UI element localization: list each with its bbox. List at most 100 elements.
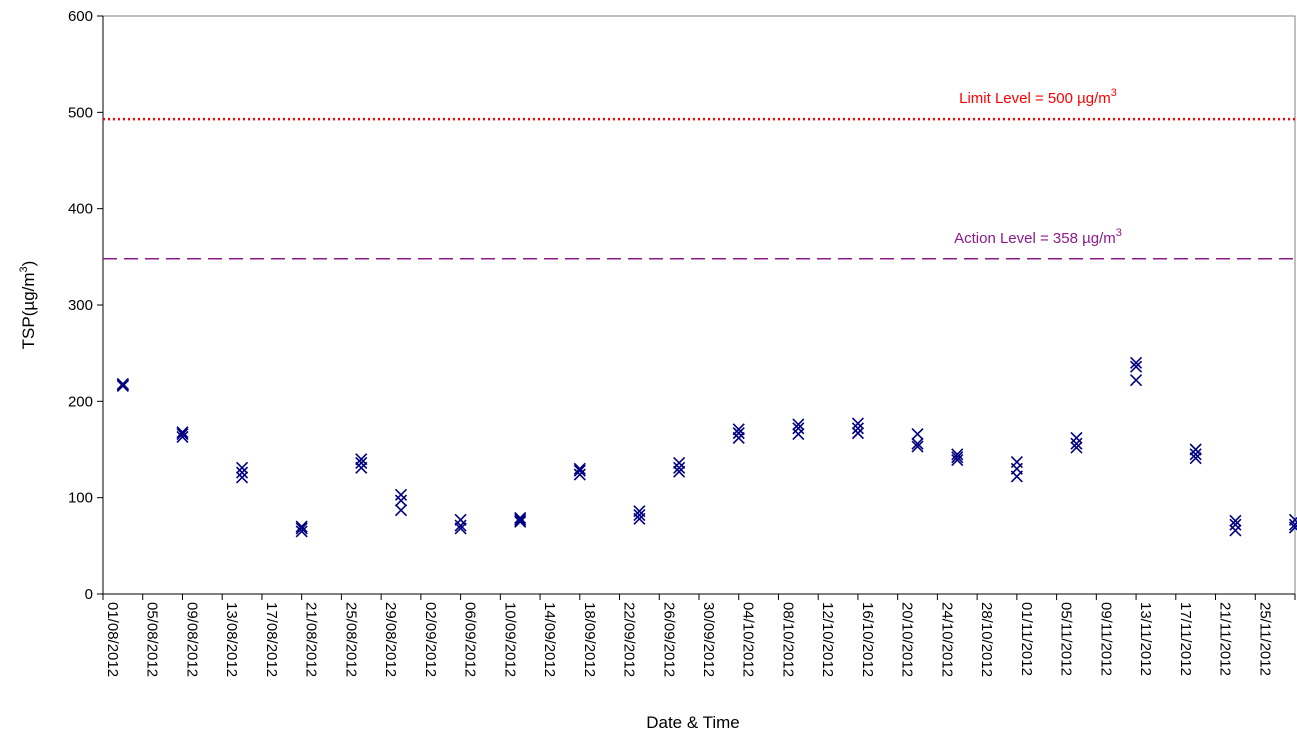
data-point (1229, 514, 1242, 527)
data-point (1288, 518, 1297, 531)
data-point (1288, 513, 1297, 526)
x-tick-label: 05/11/2012 (1058, 602, 1075, 676)
y-axis-title: TSP(µg/m3) (18, 261, 38, 350)
data-point (236, 461, 249, 474)
x-tick-label: 02/09/2012 (422, 602, 439, 677)
x-axis-title: Date & Time (646, 713, 740, 732)
data-point (176, 430, 189, 444)
data-point (176, 428, 189, 441)
data-point (792, 418, 805, 431)
x-tick-label: 09/11/2012 (1097, 602, 1114, 676)
reference-line-label: Action Level = 358 µg/m3 (954, 227, 1122, 247)
x-tick-label: 22/09/2012 (621, 602, 638, 677)
x-tick-label: 01/11/2012 (1018, 602, 1035, 676)
data-point (732, 427, 745, 440)
data-point (951, 448, 964, 461)
x-tick-label: 21/11/2012 (1217, 602, 1234, 676)
data-point (1070, 437, 1083, 450)
data-point (1189, 443, 1202, 456)
data-point (355, 456, 368, 470)
x-tick-label: 17/11/2012 (1177, 602, 1194, 676)
data-point (1189, 452, 1202, 465)
x-tick-label: 21/08/2012 (303, 602, 320, 677)
data-point (355, 453, 368, 466)
data-point (454, 513, 467, 526)
data-point (295, 525, 308, 538)
x-tick-label: 20/10/2012 (899, 602, 916, 677)
data-point (1229, 518, 1242, 531)
data-point (1070, 441, 1083, 454)
data-point (951, 451, 964, 464)
x-tick-label: 12/10/2012 (819, 602, 836, 677)
data-point (732, 423, 745, 436)
data-point (1130, 360, 1143, 373)
data-point (355, 461, 368, 474)
data-point (951, 454, 964, 467)
x-tick-label: 25/08/2012 (342, 602, 359, 677)
data-point (911, 440, 924, 453)
x-tick-label: 16/10/2012 (859, 602, 876, 677)
data-point (1070, 431, 1083, 445)
x-tick-label: 08/10/2012 (779, 602, 796, 677)
data-point (236, 471, 249, 484)
y-tick-label: 600 (68, 8, 93, 25)
data-point (394, 488, 408, 501)
x-tick-label: 30/09/2012 (700, 602, 717, 677)
x-tick-label: 18/09/2012 (581, 602, 598, 677)
y-tick-label: 400 (68, 201, 93, 218)
data-point (673, 461, 686, 474)
data-point (792, 422, 805, 435)
data-point (732, 431, 745, 445)
data-point (911, 437, 924, 450)
x-tick-label: 13/08/2012 (223, 602, 240, 677)
data-point (851, 422, 864, 435)
data-point (176, 426, 189, 439)
data-point (851, 427, 864, 440)
x-tick-label: 09/08/2012 (183, 602, 200, 677)
data-point (1189, 448, 1202, 461)
data-point (514, 515, 527, 528)
data-point (573, 468, 586, 481)
data-point (633, 508, 646, 522)
x-tick-label: 10/09/2012 (501, 602, 518, 677)
x-tick-label: 29/08/2012 (382, 602, 399, 677)
data-point (1130, 356, 1143, 369)
data-point (911, 428, 924, 441)
data-point (1130, 374, 1143, 387)
data-point (851, 417, 864, 430)
x-tick-label: 04/10/2012 (740, 602, 757, 677)
data-point (236, 466, 249, 479)
x-tick-label: 05/08/2012 (144, 602, 161, 677)
y-tick-label: 0 (85, 586, 93, 603)
y-tick-label: 500 (68, 104, 93, 121)
y-tick-label: 200 (68, 393, 93, 410)
data-point (633, 505, 646, 518)
data-point (295, 522, 308, 535)
x-tick-label: 06/09/2012 (462, 602, 479, 677)
data-point (673, 465, 686, 478)
x-tick-label: 13/11/2012 (1137, 602, 1154, 676)
x-tick-label: 25/11/2012 (1256, 602, 1273, 676)
reference-line-label: Limit Level = 500 µg/m3 (959, 87, 1117, 107)
data-point (792, 428, 805, 441)
data-point (394, 504, 408, 517)
data-point (673, 456, 686, 470)
x-tick-label: 14/09/2012 (541, 602, 558, 677)
x-tick-label: 26/09/2012 (660, 602, 677, 677)
x-tick-label: 17/08/2012 (263, 602, 280, 677)
data-point (514, 511, 527, 524)
data-point (454, 519, 467, 532)
data-point (454, 522, 467, 535)
data-point (514, 513, 527, 526)
data-point (573, 462, 586, 475)
data-point (295, 520, 308, 533)
y-tick-label: 100 (68, 490, 93, 507)
data-point (394, 494, 408, 507)
data-point (1010, 455, 1023, 469)
x-tick-label: 01/08/2012 (104, 602, 121, 677)
data-point (1229, 524, 1242, 537)
data-point (573, 464, 586, 477)
y-tick-label: 300 (68, 297, 93, 314)
x-tick-label: 24/10/2012 (938, 602, 955, 677)
